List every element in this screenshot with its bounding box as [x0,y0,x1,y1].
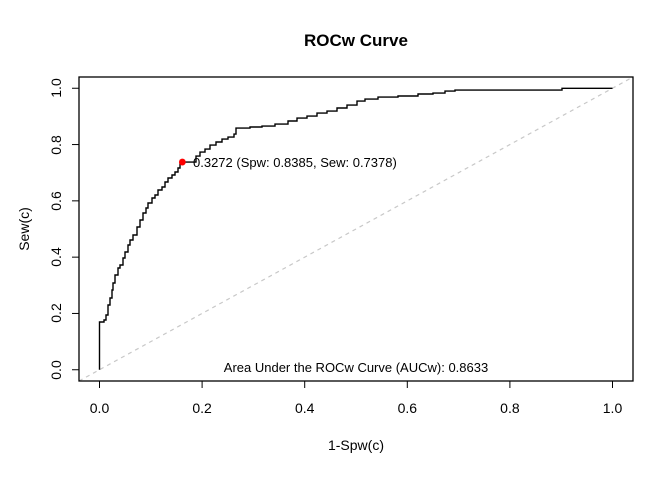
plot-box-border [78,76,634,382]
y-tick-label-text: 0.8 [48,134,64,155]
axis-tick-marks [72,87,613,388]
x-tick-label: 1.0 [602,400,623,416]
y-tick-label-text: 1.0 [48,78,64,98]
cutpoint-annotation: 0.3272 (Spw: 0.8385, Sew: 0.7378) [193,155,397,170]
x-tick-label: 0.6 [397,400,418,416]
x-tick-label: 0.2 [192,400,212,416]
auc-annotation: Area Under the ROCw Curve (AUCw): 0.8633 [223,360,489,375]
y-tick-label-text: 0.0 [48,360,64,380]
y-tick-label-text: 0.2 [48,303,64,324]
optimal-cutpoint-marker [178,158,186,166]
plot-title: ROCw Curve [304,31,408,50]
x-axis-title: 1-Spw(c) [327,437,384,453]
y-axis-title-text: Sew(c) [16,207,32,251]
y-tick-label-text: 0.6 [48,191,64,211]
x-tick-label: 0.0 [89,400,110,416]
x-tick-label: 0.8 [500,400,520,416]
chance-diagonal-line [78,76,634,382]
y-tick-label-text: 0.4 [48,247,64,267]
x-tick-label: 0.4 [294,400,315,416]
